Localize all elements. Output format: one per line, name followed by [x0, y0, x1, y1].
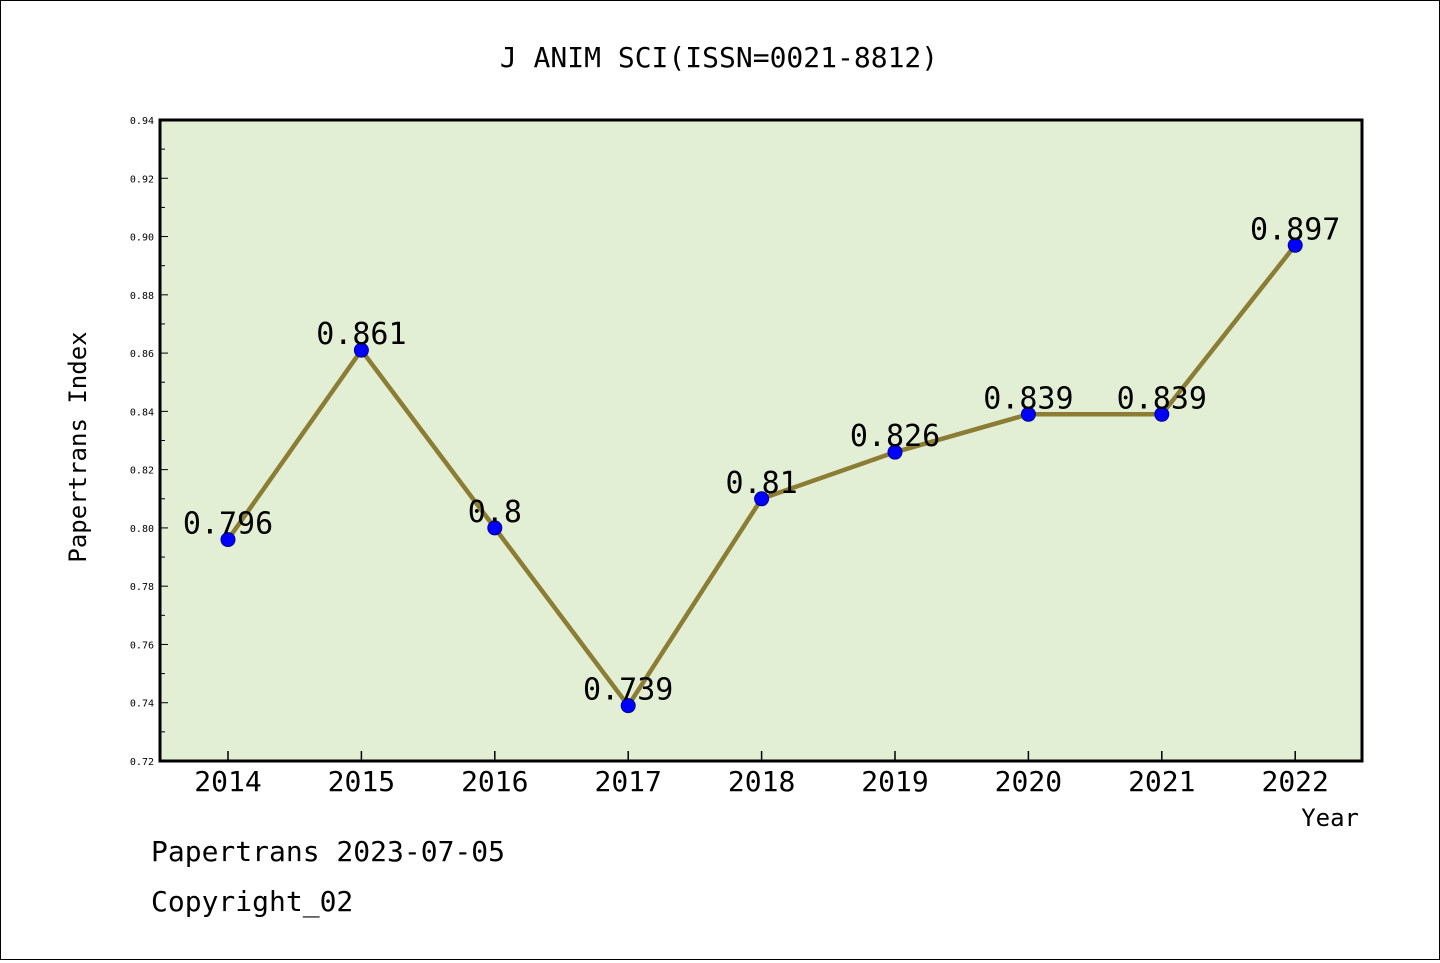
data-point: [353, 342, 369, 358]
data-label: 0.8: [468, 495, 522, 530]
x-axis-label: Year: [1301, 804, 1359, 832]
data-point: [1020, 406, 1036, 422]
x-tick-label: 2020: [995, 765, 1062, 798]
chart-title: J ANIM SCI(ISSN=0021-8812): [500, 41, 938, 74]
x-axis-ticks: 2014 2015 2016 2017 2018 2019 2020 2021 2022: [194, 751, 1329, 798]
data-point: [620, 698, 636, 714]
y-tick-label: 0.94: [130, 116, 154, 127]
data-point: [887, 444, 903, 460]
data-point: [220, 532, 236, 548]
y-tick-label: 0.92: [130, 174, 154, 185]
data-label: 0.826: [850, 419, 940, 454]
data-point: [754, 491, 770, 507]
y-tick-label: 0.76: [130, 640, 154, 651]
y-tick-label: 0.88: [130, 291, 154, 302]
x-tick-label: 2018: [728, 765, 795, 798]
x-tick-label: 2019: [861, 765, 928, 798]
x-tick-label: 2016: [461, 765, 528, 798]
x-tick-label: 2022: [1261, 765, 1328, 798]
x-tick-label: 2017: [594, 765, 661, 798]
footer-copyright: Copyright_02: [151, 885, 354, 918]
y-tick-label: 0.78: [130, 582, 154, 593]
data-label: 0.81: [725, 466, 797, 501]
data-label: 0.897: [1250, 212, 1340, 247]
data-point: [487, 520, 503, 536]
data-point: [1287, 237, 1303, 253]
y-tick-label: 0.80: [130, 524, 154, 535]
data-label: 0.861: [316, 317, 406, 352]
y-tick-label: 0.72: [130, 757, 154, 768]
data-label: 0.739: [583, 673, 673, 708]
data-label: 0.839: [1117, 381, 1207, 416]
data-point: [1154, 406, 1170, 422]
y-axis-ticks: 0.72 0.74 0.76 0.78 0.80 0.82 0.84 0.86 0.88 0.90…: [130, 116, 168, 768]
data-points: [220, 237, 1303, 714]
y-tick-label: 0.82: [130, 466, 154, 477]
data-labels: 0.796 0.861 0.8 0.739 0.81 0.826 0.839 0.839 0.8…: [183, 212, 1341, 707]
x-tick-label: 2014: [194, 765, 261, 798]
plot-area: [158, 118, 1364, 763]
x-tick-label: 2021: [1128, 765, 1195, 798]
data-label: 0.839: [983, 381, 1073, 416]
y-tick-label: 0.74: [130, 699, 154, 710]
x-tick-label: 2015: [328, 765, 395, 798]
footer-source-date: Papertrans 2023-07-05: [151, 835, 506, 868]
y-tick-label: 0.90: [130, 233, 154, 244]
y-tick-label: 0.84: [130, 407, 154, 418]
y-axis-label: Papertrans Index: [64, 331, 92, 562]
data-label: 0.796: [183, 507, 273, 542]
y-tick-label: 0.86: [130, 349, 154, 360]
